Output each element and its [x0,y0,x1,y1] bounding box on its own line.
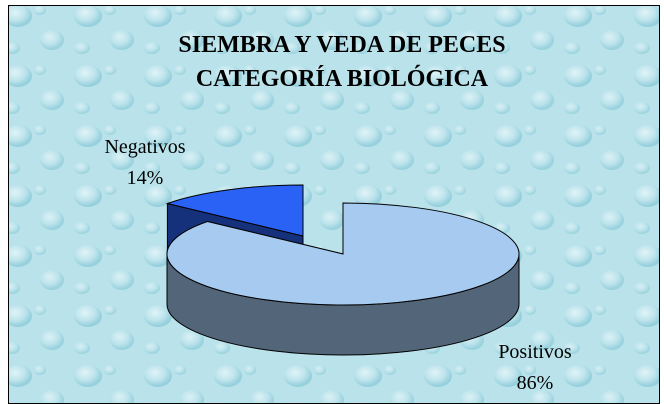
category-label: Positivos [498,341,572,363]
chart-title: CATEGORÍA BIOLÓGICA [196,65,489,92]
value-label: 86% [517,372,554,394]
slice [166,202,520,306]
value-label: 14% [127,167,164,189]
pie [165,184,520,356]
category-label: Negativos [104,136,185,158]
slice [165,184,304,237]
chart-title: SIEMBRA Y VEDA DE PECES [178,32,505,58]
